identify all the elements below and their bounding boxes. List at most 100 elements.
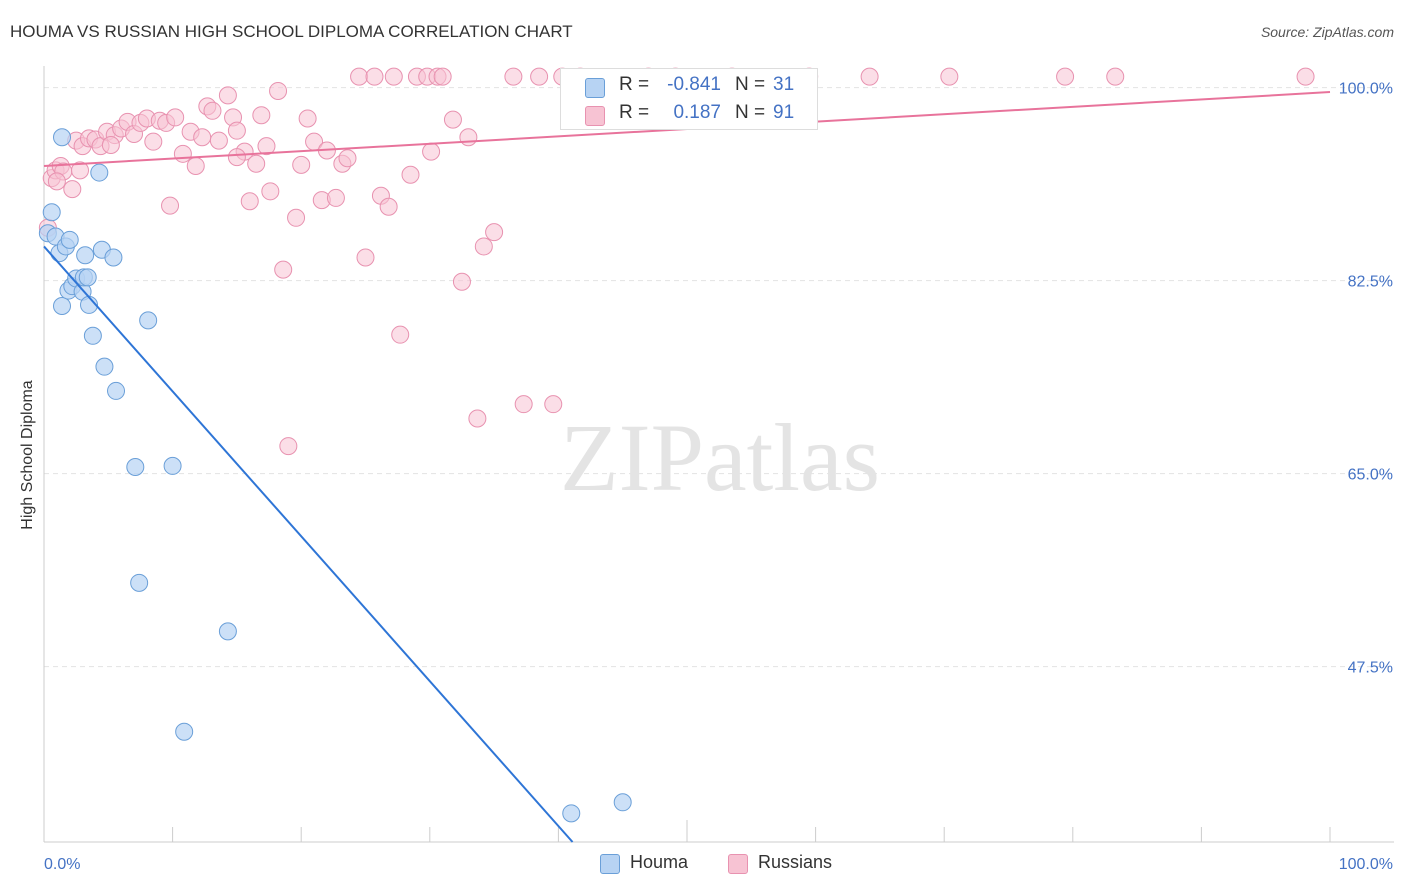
- axes-layer: [43, 66, 1394, 843]
- y-tick-label: 47.5%: [1348, 660, 1393, 677]
- russians-point: [247, 154, 266, 173]
- russians-point: [391, 325, 410, 344]
- russians-point: [350, 67, 369, 86]
- russians-point: [443, 110, 462, 129]
- russians-point: [338, 149, 357, 168]
- houma-point: [83, 326, 102, 345]
- y-tick-label: 82.5%: [1348, 274, 1393, 291]
- russians-point: [504, 67, 523, 86]
- russians-point: [514, 395, 533, 414]
- russians-point: [292, 155, 311, 174]
- russians-point: [365, 67, 384, 86]
- russians-point: [356, 248, 375, 267]
- legend-row-russians: R = 0.187 N = 91: [561, 100, 817, 128]
- legend-r-label: R =: [619, 102, 650, 123]
- russians-point: [101, 135, 120, 154]
- russians-point: [186, 156, 205, 175]
- russians-point: [326, 188, 345, 207]
- houma-point: [613, 793, 632, 812]
- chart-title: HOUMA VS RUSSIAN HIGH SCHOOL DIPLOMA COR…: [10, 22, 573, 41]
- legend-row-houma: R = -0.841 N = 31: [561, 72, 817, 100]
- legend-houma-r: -0.841: [667, 74, 721, 95]
- legend-houma-n: 31: [773, 74, 795, 95]
- russians-point: [530, 67, 549, 86]
- russians-point: [218, 86, 237, 105]
- russians-point: [252, 106, 271, 125]
- houma-point: [90, 163, 109, 182]
- russians-point: [433, 67, 452, 86]
- russians-point: [144, 132, 163, 151]
- source-label: Source: ZipAtlas.com: [1260, 24, 1394, 40]
- legend-n-label: N =: [735, 102, 766, 123]
- russians-point: [1106, 67, 1125, 86]
- russians-point: [269, 81, 288, 100]
- houma-point: [78, 268, 97, 287]
- houma-point: [53, 128, 72, 147]
- legend-r-label: R =: [619, 74, 650, 95]
- houma-point: [95, 357, 114, 376]
- russians-swatch: [728, 854, 748, 874]
- russians-point: [227, 121, 246, 140]
- tick-labels: 100.0% 82.5% 65.0% 47.5% 0.0% 100.0%: [44, 81, 1393, 873]
- russians-point: [1056, 67, 1075, 86]
- houma-point: [130, 573, 149, 592]
- houma-point: [126, 458, 145, 477]
- legend: R = -0.841 N = 31 R = 0.187 N = 91: [560, 68, 818, 130]
- houma-point: [562, 804, 581, 823]
- russians-point: [257, 137, 276, 156]
- houma-trendline: [43, 245, 574, 843]
- y-tick-label: 65.0%: [1348, 467, 1393, 484]
- russians-point: [860, 67, 879, 86]
- russians-swatch: [585, 106, 605, 126]
- houma-point: [60, 230, 79, 249]
- russians-point: [459, 128, 478, 147]
- houma-point: [104, 248, 123, 267]
- russians-point: [279, 437, 298, 456]
- russians-point: [261, 182, 280, 201]
- russians-point: [485, 223, 504, 242]
- houma-points: [38, 128, 632, 823]
- russians-point: [227, 148, 246, 167]
- russians-point: [47, 172, 66, 191]
- x-tick-label: 0.0%: [44, 856, 80, 873]
- legend-n-label: N =: [735, 74, 766, 95]
- russians-point: [298, 109, 317, 128]
- russians-point: [274, 260, 293, 279]
- russians-point: [173, 144, 192, 163]
- russians-point: [422, 142, 441, 161]
- houma-point: [107, 381, 126, 400]
- y-tick-label: 100.0%: [1339, 81, 1393, 98]
- russians-point: [379, 197, 398, 216]
- houma-point: [53, 297, 72, 316]
- russians-point: [544, 395, 563, 414]
- russians-point: [468, 409, 487, 428]
- bottom-legend-russians-label: Russians: [758, 852, 833, 872]
- russians-point: [940, 67, 959, 86]
- russians-point: [474, 237, 493, 256]
- russians-point: [240, 192, 259, 211]
- houma-point: [42, 203, 61, 222]
- houma-swatch: [585, 78, 605, 98]
- russians-point: [193, 128, 212, 147]
- russians-point: [452, 272, 471, 291]
- russians-point: [287, 208, 306, 227]
- houma-swatch: [600, 854, 620, 874]
- x-tick-label: 100.0%: [1339, 856, 1393, 873]
- russians-point: [161, 196, 180, 215]
- russians-point: [401, 165, 420, 184]
- russians-point: [63, 180, 82, 199]
- russians-point: [71, 161, 90, 180]
- grid-layer: [44, 87, 1394, 668]
- russians-point: [166, 108, 185, 127]
- russians-point: [209, 131, 228, 150]
- houma-point: [139, 311, 158, 330]
- legend-russians-n: 91: [773, 102, 795, 123]
- russians-point: [203, 101, 222, 120]
- russians-point: [1296, 67, 1315, 86]
- houma-point: [175, 722, 194, 741]
- houma-point: [218, 622, 237, 641]
- legend-russians-r: 0.187: [673, 102, 721, 123]
- houma-point: [76, 246, 95, 265]
- bottom-legend-houma-label: Houma: [630, 852, 689, 872]
